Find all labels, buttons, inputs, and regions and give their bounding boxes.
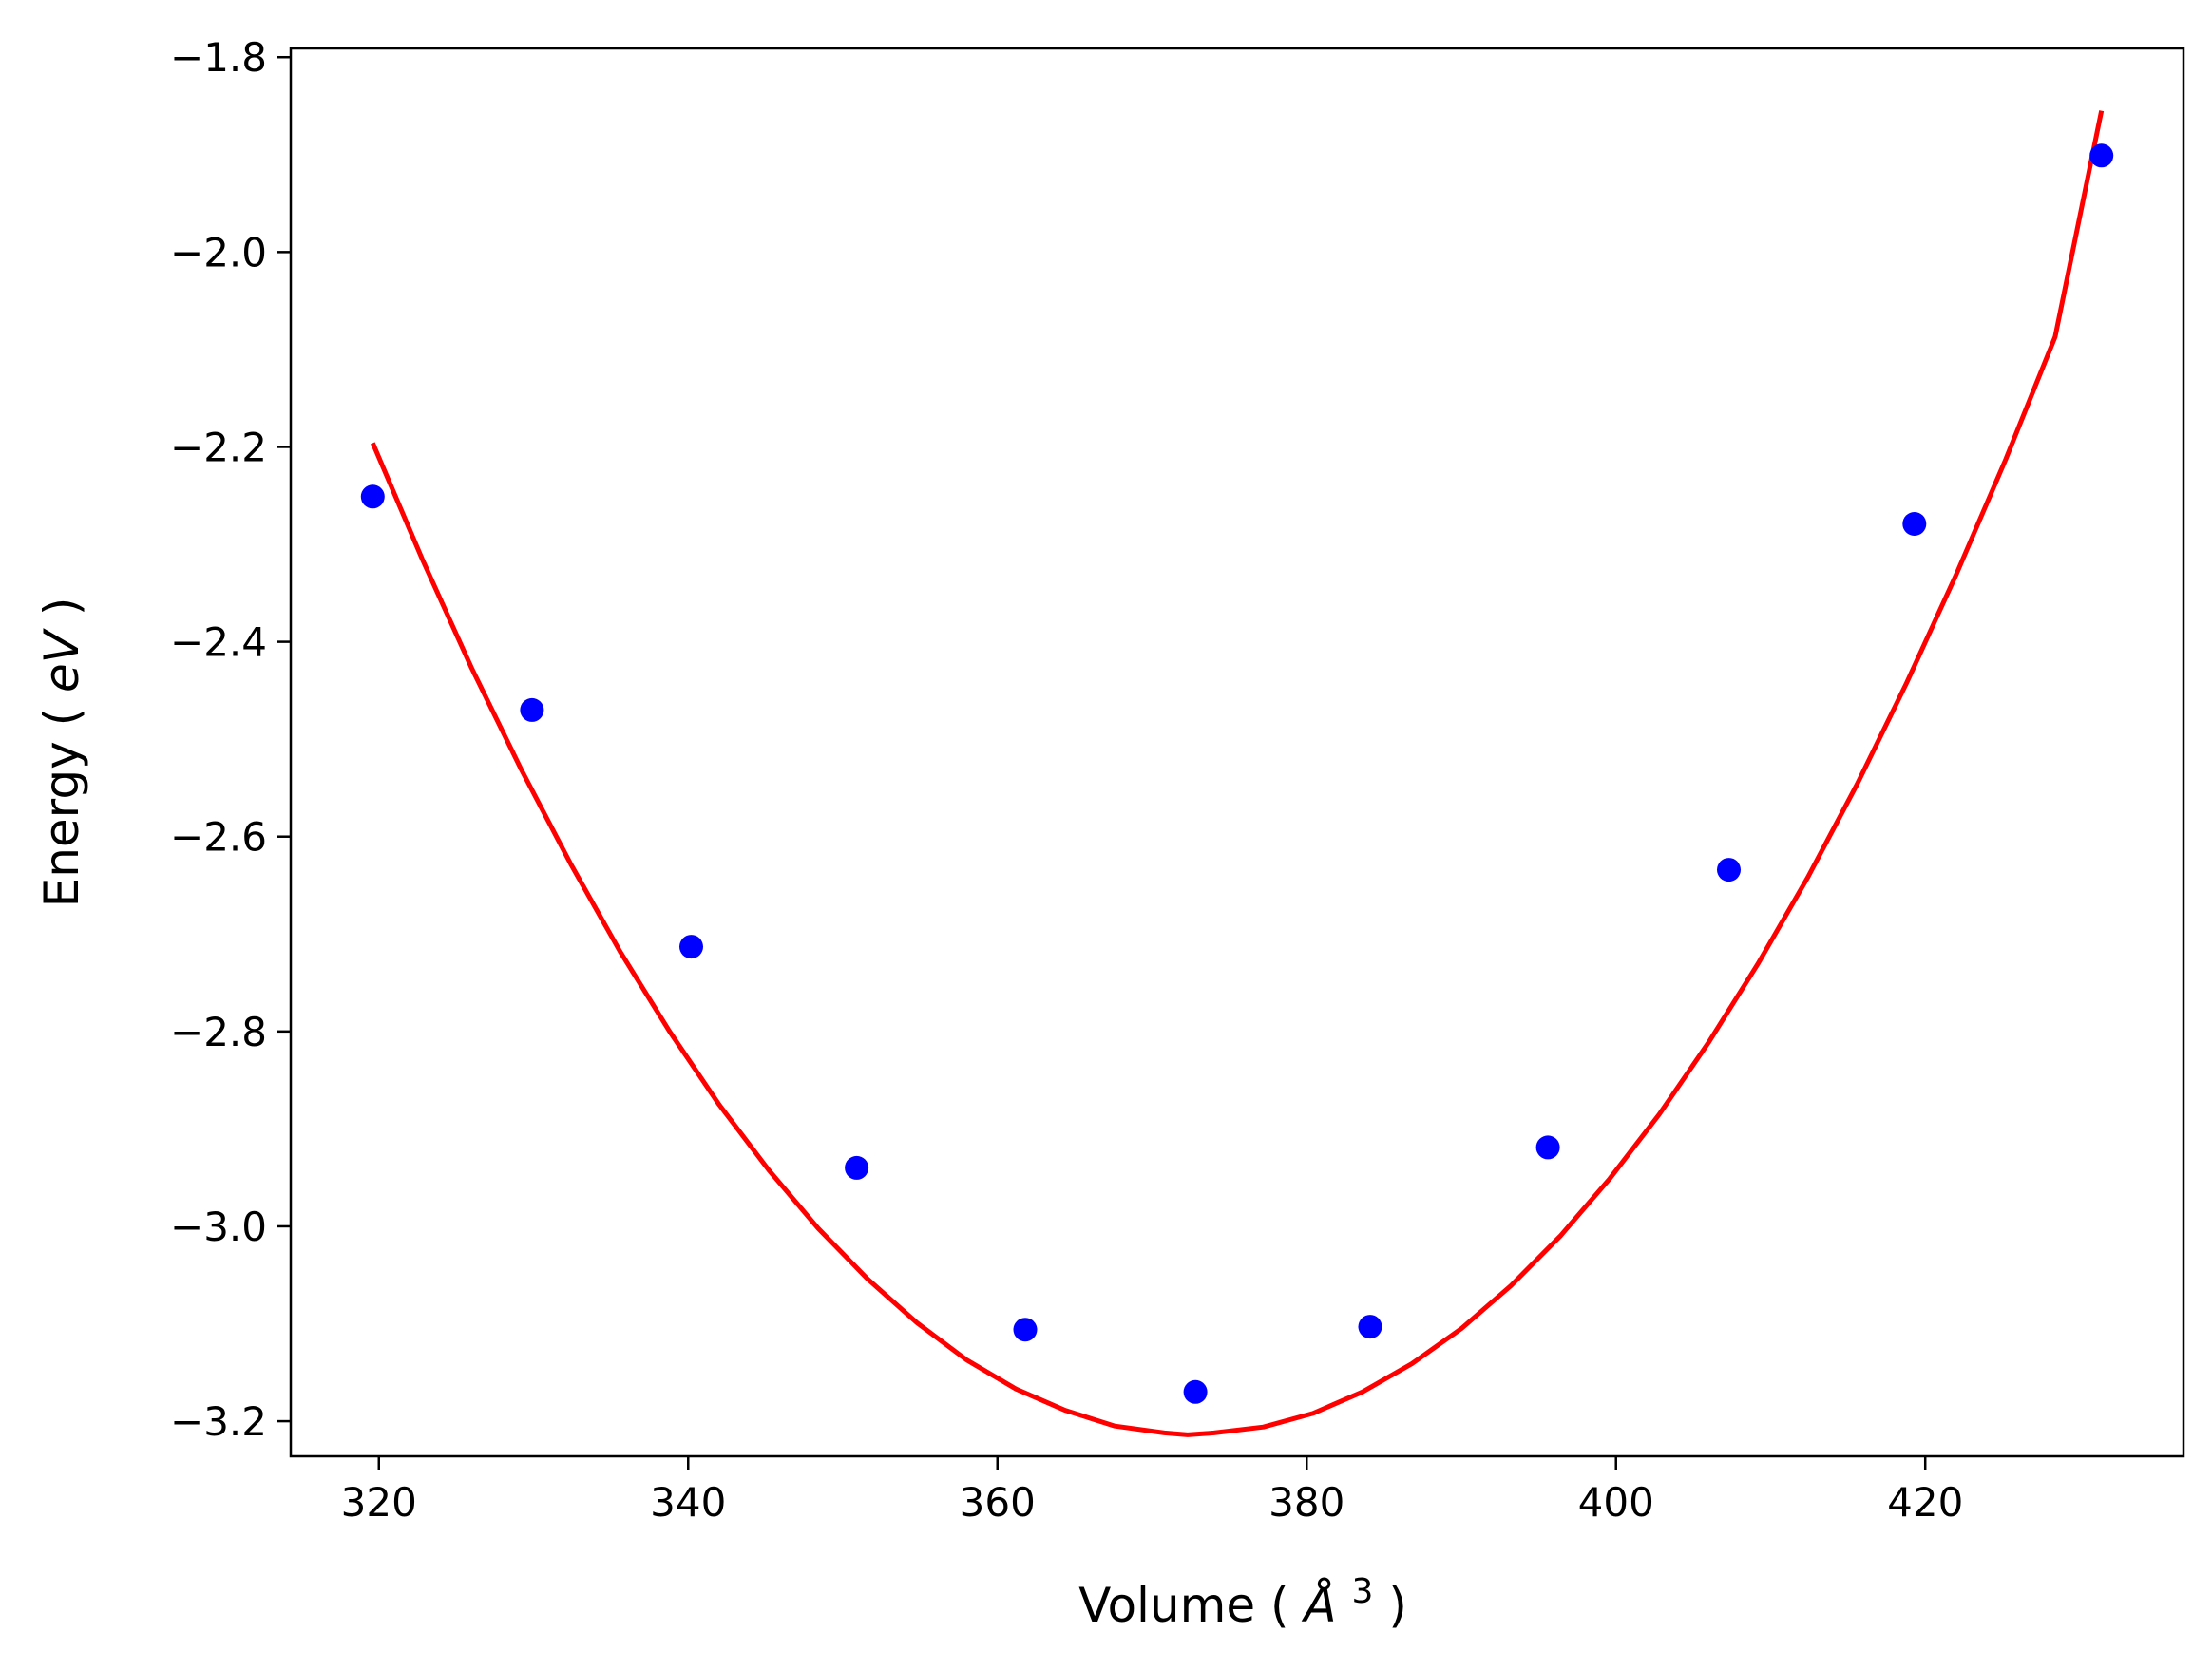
y-axis-label-text: Energy — [34, 741, 89, 907]
data-point — [1717, 858, 1741, 882]
fit-curve-line — [371, 110, 2105, 1437]
plot-area — [360, 110, 2114, 1437]
y-axis-label-close-paren: ) — [34, 598, 89, 617]
x-tick-label: 320 — [341, 1479, 417, 1526]
x-tick-label: 340 — [650, 1479, 726, 1526]
y-tick-label: −2.2 — [170, 424, 267, 470]
y-tick-label: −2.0 — [170, 229, 267, 275]
y-tick-label: −2.4 — [170, 619, 267, 666]
data-point — [520, 697, 544, 722]
data-point — [360, 484, 385, 509]
x-tick-label: 360 — [960, 1479, 1036, 1526]
x-axis-label-unit: Å — [1301, 1578, 1336, 1633]
x-axis-label: Volume ( Å 3 ) — [1078, 1559, 1407, 1633]
y-axis-label-unit: eV — [34, 627, 89, 693]
y-axis-label-open-paren: ( — [34, 708, 89, 727]
axes: 320 340 360 380 400 420 −1.8 −2.0 −2.2 −2.4 −2.6 −2… — [170, 34, 1963, 1526]
y-tick-label: −2.6 — [170, 814, 267, 861]
x-tick-label: 400 — [1578, 1479, 1654, 1526]
x-tick-label: 420 — [1887, 1479, 1963, 1526]
data-point — [1013, 1318, 1038, 1342]
data-point — [845, 1155, 869, 1180]
x-axis-label-text: Volume — [1078, 1578, 1255, 1633]
x-axis-label-power: 3 — [1352, 1572, 1374, 1611]
y-tick-label: −3.0 — [170, 1204, 267, 1250]
plot-frame — [289, 47, 2185, 1458]
x-axis-label-open-paren: ( — [1270, 1578, 1289, 1633]
x-axis-label-close-paren: ) — [1388, 1578, 1407, 1633]
y-tick-label: −3.2 — [170, 1398, 267, 1445]
x-tick-label: 380 — [1268, 1479, 1344, 1526]
data-point — [1358, 1315, 1382, 1339]
data-point — [679, 935, 703, 959]
data-point — [1183, 1379, 1208, 1404]
y-tick-label: −1.8 — [170, 34, 267, 81]
y-axis-label: Energy ( eV ) — [34, 598, 89, 908]
y-tick-label: −2.8 — [170, 1009, 267, 1055]
data-point — [1535, 1135, 1560, 1160]
data-point — [1902, 512, 1927, 536]
data-point — [2089, 143, 2114, 168]
